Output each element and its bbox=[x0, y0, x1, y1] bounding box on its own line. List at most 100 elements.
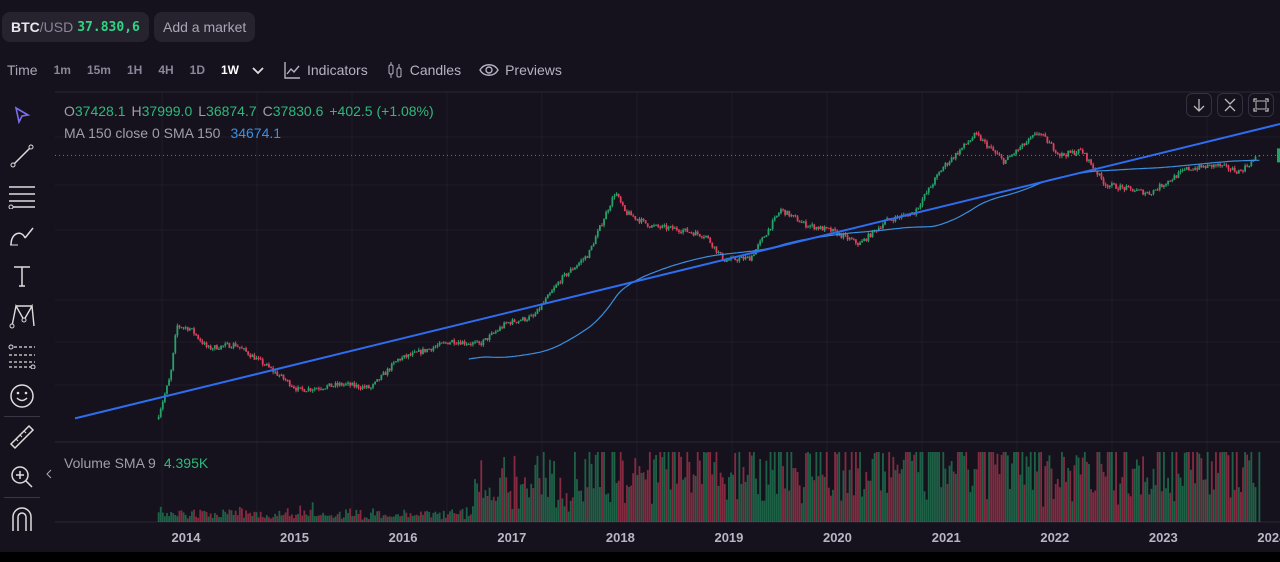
trendline-tool[interactable] bbox=[0, 136, 44, 176]
volume-bar bbox=[946, 483, 949, 522]
volume-bar bbox=[1067, 467, 1070, 522]
candle-body bbox=[399, 358, 401, 361]
volume-bar bbox=[486, 495, 489, 522]
timeframe-1h[interactable]: 1H bbox=[126, 63, 143, 77]
candles-button[interactable]: Candles bbox=[386, 61, 461, 79]
candle-body bbox=[827, 227, 830, 229]
candle-body bbox=[417, 349, 420, 352]
candle-body bbox=[669, 226, 672, 228]
volume-bar bbox=[484, 490, 487, 522]
brush-tool[interactable] bbox=[0, 216, 44, 256]
candle-body bbox=[686, 228, 689, 233]
volume-bar bbox=[549, 459, 551, 522]
ruler-tool[interactable] bbox=[0, 417, 44, 457]
volume-bar bbox=[353, 515, 356, 522]
cursor-tool[interactable] bbox=[0, 96, 44, 136]
volume-bar bbox=[909, 452, 911, 522]
candle-body bbox=[180, 327, 183, 329]
scroll-to-latest-button[interactable] bbox=[1186, 93, 1212, 117]
candle-body bbox=[1033, 133, 1036, 136]
candle-body bbox=[213, 345, 216, 349]
volume-bar bbox=[630, 485, 633, 522]
volume-bar bbox=[213, 513, 216, 522]
candle-body bbox=[1156, 189, 1159, 191]
candle-body bbox=[742, 256, 745, 260]
timeframe-1m[interactable]: 1m bbox=[53, 63, 71, 77]
fit-chart-button[interactable] bbox=[1217, 93, 1243, 117]
candle-body bbox=[1119, 185, 1122, 190]
volume-bar bbox=[578, 490, 580, 522]
candle-body bbox=[946, 163, 949, 165]
emoji-tool[interactable] bbox=[0, 376, 44, 416]
zoom-in-tool[interactable] bbox=[0, 457, 44, 497]
previews-button[interactable]: Previews bbox=[479, 62, 562, 78]
volume-bar bbox=[1123, 452, 1126, 522]
volume-bar bbox=[1025, 456, 1028, 522]
magnet-tool[interactable] bbox=[0, 498, 44, 538]
timeframe-1w[interactable]: 1W bbox=[221, 63, 239, 77]
volume-bar bbox=[1017, 452, 1020, 522]
volume-bar bbox=[459, 510, 462, 522]
volume-bar bbox=[328, 515, 331, 522]
volume-bar bbox=[297, 514, 299, 522]
volume-bar bbox=[1221, 452, 1224, 522]
candle-body bbox=[1096, 170, 1099, 175]
candle-body bbox=[784, 209, 787, 215]
candle-body bbox=[634, 216, 637, 220]
candle-body bbox=[309, 388, 312, 391]
candle-body bbox=[1177, 172, 1180, 178]
volume-bar bbox=[1113, 490, 1115, 522]
horizontal-lines-tool[interactable] bbox=[0, 176, 44, 216]
volume-bar bbox=[927, 452, 930, 522]
volume-bar bbox=[340, 518, 343, 522]
volume-bar bbox=[1142, 456, 1145, 522]
market-price: 37.830,6 bbox=[77, 19, 140, 35]
volume-bar bbox=[172, 513, 175, 522]
volume-bar bbox=[730, 472, 732, 522]
candle-body bbox=[472, 342, 474, 345]
candle-body bbox=[228, 343, 231, 348]
candle-body bbox=[484, 338, 487, 340]
volume-bar bbox=[1121, 477, 1124, 522]
volume-bar bbox=[326, 515, 329, 522]
fib-tool[interactable] bbox=[0, 336, 44, 376]
fullscreen-button[interactable] bbox=[1248, 93, 1274, 117]
candle-body bbox=[657, 224, 660, 227]
timeframe-1d[interactable]: 1D bbox=[189, 63, 205, 77]
candle-body bbox=[796, 216, 799, 222]
close-label: C bbox=[262, 103, 273, 119]
add-market-button[interactable]: Add a market bbox=[154, 12, 256, 42]
candle-body bbox=[936, 174, 938, 178]
market-pill-btc-usd[interactable]: BTC/USD 37.830,6 bbox=[2, 12, 149, 42]
volume-bar bbox=[332, 517, 335, 522]
candle-body bbox=[1106, 185, 1109, 188]
timeframe-15m[interactable]: 15m bbox=[86, 63, 111, 77]
text-tool[interactable] bbox=[0, 256, 44, 296]
volume-bar bbox=[1021, 452, 1024, 522]
collapse-chevron-icon[interactable] bbox=[45, 468, 53, 480]
candle-body bbox=[927, 187, 930, 193]
candle-body bbox=[1088, 159, 1090, 161]
candle-body bbox=[226, 343, 229, 345]
volume-bar bbox=[744, 481, 747, 522]
volume-bar bbox=[157, 512, 160, 522]
volume-bar bbox=[996, 453, 999, 522]
candle-body bbox=[405, 355, 408, 358]
timeframe-4h[interactable]: 4H bbox=[158, 63, 174, 77]
volume-bar bbox=[1177, 473, 1180, 522]
candle-body bbox=[1217, 163, 1219, 166]
volume-bar bbox=[877, 452, 880, 522]
candle-body bbox=[925, 192, 928, 195]
candle-body bbox=[1198, 164, 1201, 170]
volume-bar bbox=[936, 452, 938, 522]
pattern-tool[interactable] bbox=[0, 296, 44, 336]
volume-bar bbox=[191, 511, 193, 522]
chevron-down-icon[interactable] bbox=[251, 63, 265, 77]
indicators-button[interactable]: Indicators bbox=[283, 61, 368, 79]
candle-body bbox=[571, 268, 574, 270]
candle-body bbox=[569, 268, 572, 273]
volume-bar bbox=[432, 512, 435, 522]
ma-legend[interactable]: MA 150 close 0 SMA 150 34674.1 bbox=[64, 122, 434, 144]
candle-body bbox=[769, 228, 772, 230]
